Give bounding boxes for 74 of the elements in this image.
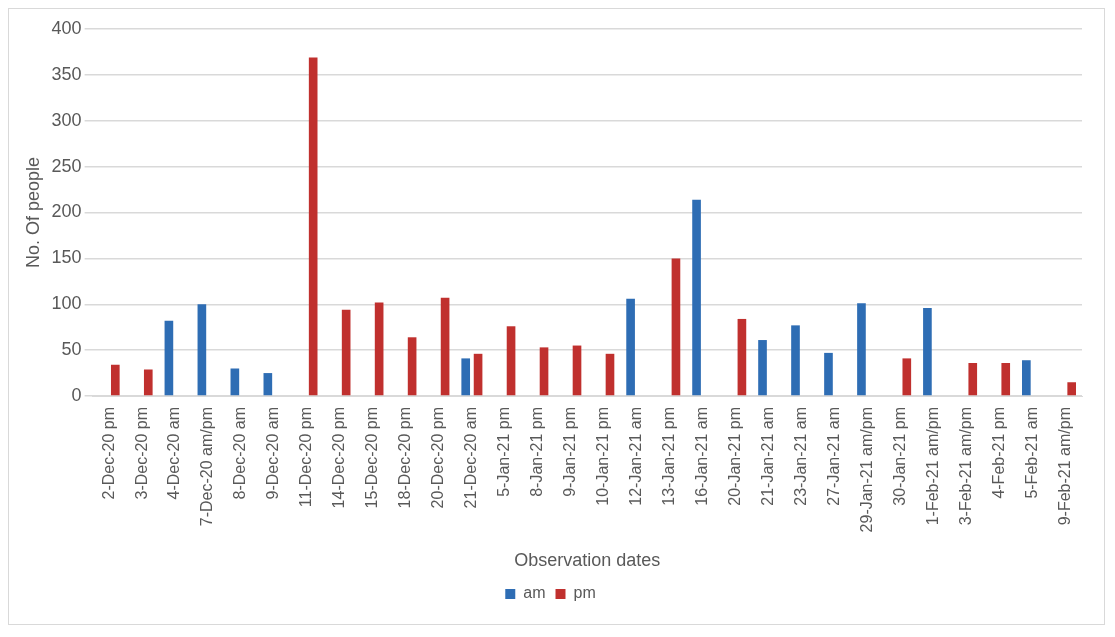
bar: [968, 362, 978, 396]
bar: [263, 373, 273, 396]
x-tick-label: 3-Dec-20 pm: [132, 407, 150, 500]
x-tick-label: 14-Dec-20 pm: [330, 407, 348, 509]
x-tick-label: 11-Dec-20 pm: [297, 407, 315, 508]
y-tick-label: 100: [51, 293, 82, 314]
x-tick-label: 21-Jan-21 am: [759, 407, 777, 506]
x-tick-label: 27-Jan-21 am: [825, 407, 843, 506]
bar: [758, 340, 767, 396]
x-tick-label: 20-Dec-20 pm: [429, 407, 447, 509]
bar: [671, 258, 681, 396]
x-tick-label: 29-Jan-21 am/pm: [858, 407, 876, 533]
y-axis-title: No. Of people: [22, 156, 43, 269]
bar: [857, 303, 866, 396]
x-tick-label: 13-Jan-21 pm: [660, 407, 678, 506]
x-tick-label: 2-Dec-20 pm: [99, 407, 117, 500]
y-tick-label: 50: [61, 339, 82, 360]
bar: [626, 298, 635, 396]
x-tick-label: 9-Dec-20 am: [264, 407, 282, 500]
x-tick-label: 5-Feb-21 am: [1022, 407, 1040, 499]
bar: [473, 353, 483, 396]
x-tick-label: 16-Jan-21 am: [693, 407, 711, 506]
bar: [923, 307, 932, 396]
x-tick-label: 9-Feb-21 am/pm: [1055, 407, 1073, 526]
bar: [143, 369, 153, 396]
bar: [374, 302, 384, 396]
x-tick-label: 18-Dec-20 pm: [396, 407, 414, 509]
x-tick-label: 1-Feb-21 am/pm: [924, 407, 941, 526]
bar: [572, 345, 582, 396]
x-tick-label: 10-Jan-21 pm: [594, 407, 612, 506]
bar: [1001, 362, 1011, 396]
x-tick-label: 3-Feb-21 am/pm: [956, 407, 974, 526]
y-tick-label: 150: [51, 247, 82, 268]
x-tick-label: 30-Jan-21 pm: [891, 407, 909, 506]
y-tick-label: 400: [51, 17, 82, 38]
bar: [605, 353, 615, 396]
x-tick-label: 23-Jan-21 am: [792, 407, 810, 506]
x-tick-label: 7-Dec-20 am/pm: [198, 407, 216, 527]
bar: [407, 337, 417, 396]
bar: [902, 358, 912, 396]
x-tick-label: 15-Dec-20 pm: [363, 407, 381, 509]
x-tick-label: 12-Jan-21 am: [627, 407, 645, 506]
bar: [440, 297, 450, 396]
x-tick-label: 8-Jan-21 pm: [528, 407, 546, 497]
bar: [1067, 382, 1077, 396]
bar: [737, 318, 747, 396]
y-tick-label: 350: [51, 63, 82, 84]
bar: [308, 57, 318, 396]
bar: [197, 304, 207, 396]
bar: [461, 358, 471, 396]
legend-label: am: [523, 584, 546, 602]
y-tick-label: 300: [51, 109, 82, 130]
bar: [791, 325, 800, 396]
bar: [824, 352, 833, 396]
x-tick-label: 20-Jan-21 pm: [726, 407, 744, 506]
x-tick-label: 4-Feb-21 pm: [989, 407, 1007, 499]
bar: [341, 309, 351, 396]
bar: [230, 368, 240, 396]
x-axis-title: Observation dates: [514, 550, 661, 571]
y-tick-label: 200: [51, 201, 82, 222]
bar: [1022, 360, 1031, 396]
x-tick-label: 8-Dec-20 am: [231, 407, 249, 500]
bar: [164, 320, 174, 396]
y-tick-label: 250: [51, 155, 82, 176]
bar: [110, 364, 120, 396]
x-tick-label: 5-Jan-21 pm: [495, 407, 513, 497]
bar: [692, 199, 701, 396]
x-tick-label: 21-Dec-20 am: [462, 407, 480, 509]
bar: [506, 326, 516, 396]
x-tick-label: 4-Dec-20 am: [165, 407, 183, 500]
x-tick-label: 9-Jan-21 pm: [561, 407, 579, 497]
y-tick-label: 0: [71, 384, 82, 405]
legend-label: pm: [573, 584, 596, 602]
bar: [539, 347, 549, 396]
